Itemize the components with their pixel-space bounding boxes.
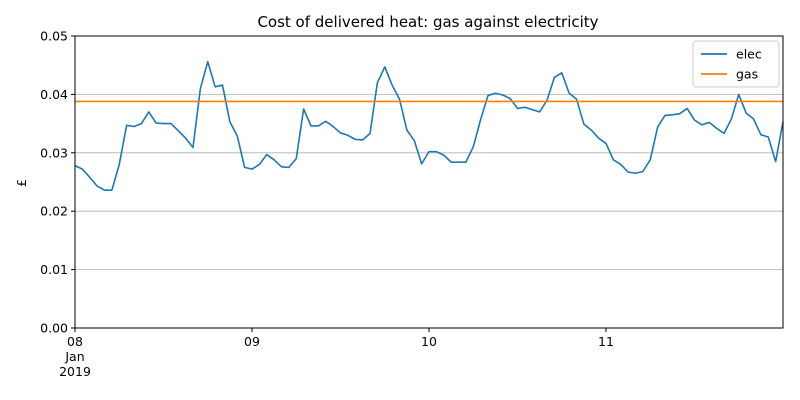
y-axis-ticks: 0.00 0.01 0.02 0.03 0.04 0.05 <box>40 29 75 336</box>
legend-label-gas: gas <box>736 67 758 82</box>
x-tick-label: 09 <box>244 334 260 349</box>
y-tick-label: 0.05 <box>40 29 68 44</box>
x-tick-label: 08 <box>67 334 83 349</box>
legend-label-elec: elec <box>736 47 762 62</box>
y-axis-label: £ <box>14 179 29 187</box>
y-tick-label: 0.02 <box>40 204 68 219</box>
x-tick-label: 11 <box>598 334 614 349</box>
legend-box <box>692 40 780 88</box>
series-line-elec <box>74 60 784 191</box>
legend: elec gas <box>692 40 780 88</box>
chart-title: Cost of delivered heat: gas against elec… <box>257 13 598 31</box>
x-tick-label: 2019 <box>59 364 91 379</box>
plot-area-frame <box>74 35 784 329</box>
x-tick-label: 10 <box>421 334 437 349</box>
plot-series <box>74 60 784 191</box>
x-tick-label: Jan <box>64 349 84 364</box>
y-tick-label: 0.01 <box>40 262 68 277</box>
y-tick-label: 0.00 <box>40 321 68 336</box>
y-tick-label: 0.03 <box>40 145 68 160</box>
y-tick-label: 0.04 <box>40 87 68 102</box>
y-gridlines <box>75 35 783 329</box>
